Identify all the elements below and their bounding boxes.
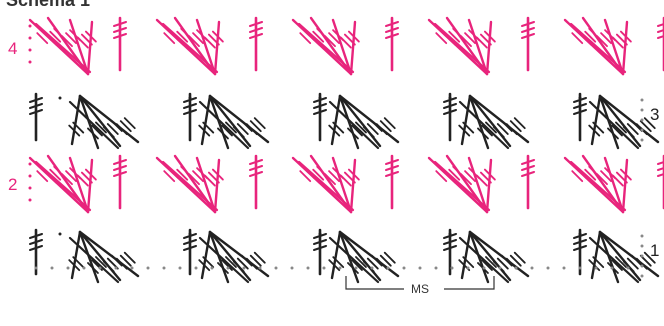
shell-cluster	[155, 16, 224, 76]
treble-stitch	[249, 154, 263, 210]
treble-stitch	[313, 92, 327, 142]
treble-stitch	[113, 16, 127, 72]
shell-cluster	[563, 154, 632, 214]
treble-stitch	[443, 92, 457, 142]
row-number-1: 1	[650, 241, 659, 260]
treble-stitch	[385, 16, 399, 72]
shell-cluster	[68, 230, 140, 284]
shell-cluster	[588, 230, 660, 284]
treble-stitch	[113, 154, 127, 210]
treble-stitch	[443, 228, 457, 276]
repeat-bracket: MS	[345, 276, 495, 296]
row-number-3: 3	[650, 105, 659, 124]
shell-cluster	[328, 94, 400, 150]
treble-stitch	[521, 154, 535, 210]
treble-stitch	[385, 154, 399, 210]
shell-cluster	[328, 230, 400, 284]
chart-row-4	[28, 16, 664, 76]
treble-stitch	[29, 92, 43, 142]
chart-row-2	[28, 154, 664, 214]
shell-cluster	[458, 230, 530, 284]
shell-cluster	[68, 94, 140, 150]
treble-stitch	[183, 228, 197, 276]
edge-fan-start	[28, 16, 97, 76]
chart-title: Schema 1	[6, 0, 90, 10]
chart-row-1	[29, 228, 660, 284]
repeat-label: MS	[411, 282, 429, 296]
shell-cluster	[427, 16, 496, 76]
shell-cluster	[155, 154, 224, 214]
treble-stitch	[657, 154, 664, 210]
treble-stitch	[521, 16, 535, 72]
shell-cluster	[588, 94, 660, 150]
shell-cluster	[427, 154, 496, 214]
shell-cluster	[291, 154, 360, 214]
treble-stitch	[249, 16, 263, 72]
shell-cluster	[563, 16, 632, 76]
shell-cluster	[291, 16, 360, 76]
shell-cluster	[458, 94, 530, 150]
shell-cluster	[198, 94, 270, 150]
row-number-4: 4	[8, 39, 17, 58]
treble-stitch	[313, 228, 327, 276]
foundation-chain	[34, 266, 630, 270]
shell-cluster	[198, 230, 270, 284]
treble-stitch	[183, 92, 197, 142]
edge-fan-start	[28, 154, 97, 214]
chart-row-3	[29, 92, 660, 150]
row-number-2: 2	[8, 175, 17, 194]
treble-stitch	[573, 92, 587, 142]
treble-stitch	[657, 16, 664, 72]
